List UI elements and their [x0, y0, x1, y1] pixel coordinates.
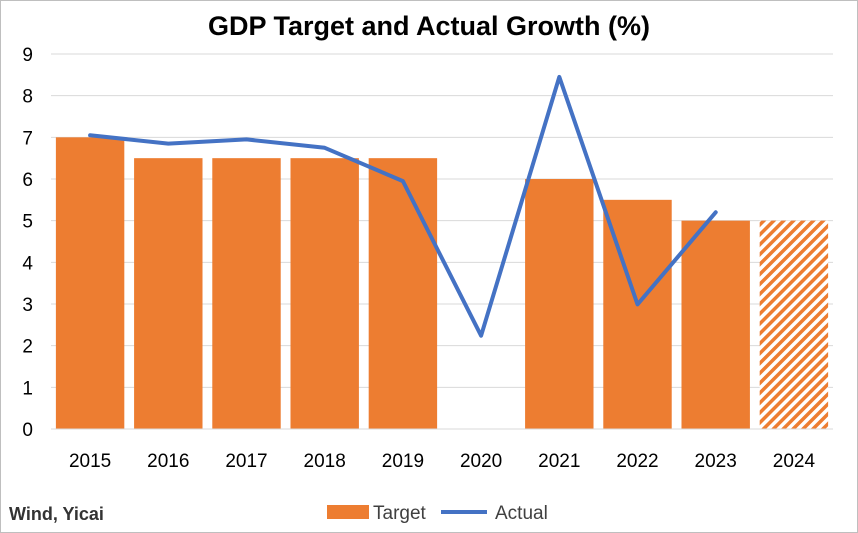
bar-target-2017 [212, 158, 281, 429]
y-tick-label: 4 [22, 253, 33, 274]
source-note: Wind, Yicai [9, 504, 104, 524]
actual-line [88, 74, 718, 338]
y-tick-label: 3 [22, 295, 33, 316]
bar-target-2023 [681, 220, 750, 429]
y-tick-label: 6 [22, 170, 33, 191]
legend: Target Actual [327, 503, 548, 524]
bar-target-2015 [55, 137, 125, 430]
y-tick-label: 5 [22, 212, 33, 233]
y-tick-label: 7 [22, 128, 33, 149]
bar-target-2018 [290, 158, 359, 429]
x-tick-label: 2016 [147, 451, 189, 472]
bar-target-2019 [368, 158, 438, 429]
x-tick-label: 2018 [304, 451, 346, 472]
x-tick-label: 2022 [616, 451, 658, 472]
x-tick-label: 2017 [225, 451, 267, 472]
y-axis-ticks: 0 1 2 3 4 5 6 7 8 9 [22, 45, 33, 441]
bar-target-2024 [759, 220, 829, 429]
bar-target-2016 [134, 158, 203, 429]
y-tick-label: 1 [22, 378, 33, 399]
legend-target-swatch [327, 505, 369, 519]
bar-target-2021 [525, 179, 594, 429]
x-axis-ticks: 2015 2016 2017 2018 2019 2020 2021 2022 2023 2024 [69, 451, 816, 472]
x-tick-label: 2020 [460, 451, 502, 472]
x-tick-label: 2021 [538, 451, 580, 472]
chart-title: GDP Target and Actual Growth (%) [207, 11, 651, 41]
legend-actual-label: Actual [495, 503, 548, 524]
x-tick-label: 2015 [69, 451, 111, 472]
target-bars [55, 137, 829, 430]
y-tick-label: 8 [22, 87, 33, 108]
legend-target-label: Target [373, 503, 427, 524]
x-tick-label: 2019 [382, 451, 424, 472]
y-tick-label: 0 [22, 420, 33, 441]
x-tick-label: 2024 [773, 451, 816, 472]
y-tick-label: 2 [22, 337, 33, 358]
y-tick-label: 9 [22, 45, 33, 66]
x-tick-label: 2023 [695, 451, 737, 472]
